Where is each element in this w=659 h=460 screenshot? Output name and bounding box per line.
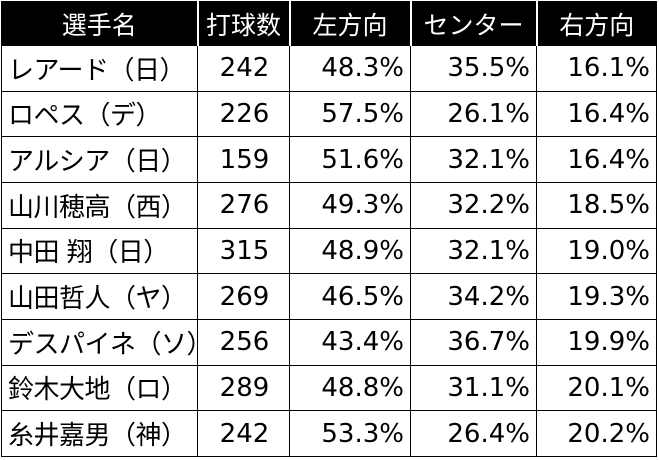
table-row: 山田哲人（ヤ） 269 46.5% 34.2% 19.3% [1,273,657,320]
center-pct-cell: 34.2% [410,273,537,320]
right-pct-cell: 16.4% [536,136,657,183]
header-row: 選手名 打球数 左方向 センター 右方向 [1,1,657,46]
batted-balls-cell: 256 [197,318,290,366]
batted-balls-cell: 276 [197,181,290,229]
right-pct-cell: 19.3% [536,273,657,320]
player-name-cell: レアード（日） [1,45,198,92]
left-pct-cell: 46.5% [289,273,411,320]
batted-balls-cell: 242 [197,410,290,457]
table-header: 選手名 打球数 左方向 センター 右方向 [1,1,657,46]
center-pct-cell: 26.1% [410,90,537,138]
player-name-cell: 山川穂高（西） [1,181,198,229]
right-pct-cell: 20.2% [536,410,657,457]
player-name-cell: デスパイネ（ソ） [1,318,213,366]
player-name-cell: 中田 翔（日） [1,227,198,275]
left-pct-cell: 48.3% [289,45,411,92]
left-pct-cell: 53.3% [289,410,411,457]
batted-balls-cell: 159 [197,136,290,183]
table-row: 糸井嘉男（神） 242 53.3% 26.4% 20.2% [1,410,657,457]
table-row: 鈴木大地（ロ） 289 48.8% 31.1% 20.1% [1,364,657,412]
table-row: 山川穂高（西） 276 49.3% 32.2% 18.5% [1,181,657,229]
batted-balls-cell: 289 [197,364,290,412]
left-pct-cell: 57.5% [289,90,411,138]
center-pct-cell: 32.1% [410,136,537,183]
left-pct-cell: 48.9% [289,227,411,275]
right-pct-cell: 19.9% [536,318,657,366]
batted-balls-cell: 315 [197,227,290,275]
header-center: センター [409,1,537,46]
left-pct-cell: 48.8% [289,364,411,412]
right-pct-cell: 18.5% [536,181,657,229]
header-right-direction: 右方向 [535,1,657,46]
center-pct-cell: 32.1% [410,227,537,275]
center-pct-cell: 32.2% [410,181,537,229]
right-pct-cell: 16.4% [536,90,657,138]
header-left-direction: 左方向 [288,1,411,46]
player-name-cell: 鈴木大地（ロ） [1,364,198,412]
player-name-cell: 糸井嘉男（神） [1,410,198,457]
table-row: デスパイネ（ソ） 256 43.4% 36.7% 19.9% [1,318,657,366]
left-pct-cell: 51.6% [289,136,411,183]
right-pct-cell: 16.1% [536,45,657,92]
center-pct-cell: 31.1% [410,364,537,412]
center-pct-cell: 35.5% [410,45,537,92]
center-pct-cell: 26.4% [410,410,537,457]
table-row: レアード（日） 242 48.3% 35.5% 16.1% [1,45,657,92]
right-pct-cell: 20.1% [536,364,657,412]
table-row: アルシア（日） 159 51.6% 32.1% 16.4% [1,136,657,183]
player-name-cell: ロペス（デ） [1,90,198,138]
right-pct-cell: 19.0% [536,227,657,275]
batted-balls-cell: 226 [197,90,290,138]
player-name-cell: アルシア（日） [1,136,198,183]
center-pct-cell: 36.7% [410,318,537,366]
left-pct-cell: 49.3% [289,181,411,229]
left-pct-cell: 43.4% [289,318,411,366]
table-body: レアード（日） 242 48.3% 35.5% 16.1% ロペス（デ） 226… [1,45,657,457]
batted-balls-cell: 269 [197,273,290,320]
player-name-cell: 山田哲人（ヤ） [1,273,198,320]
table-row: ロペス（デ） 226 57.5% 26.1% 16.4% [1,90,657,138]
batted-balls-cell: 242 [197,45,290,92]
header-batted-balls: 打球数 [196,1,290,46]
header-player-name: 選手名 [1,1,198,46]
table-row: 中田 翔（日） 315 48.9% 32.1% 19.0% [1,227,657,275]
